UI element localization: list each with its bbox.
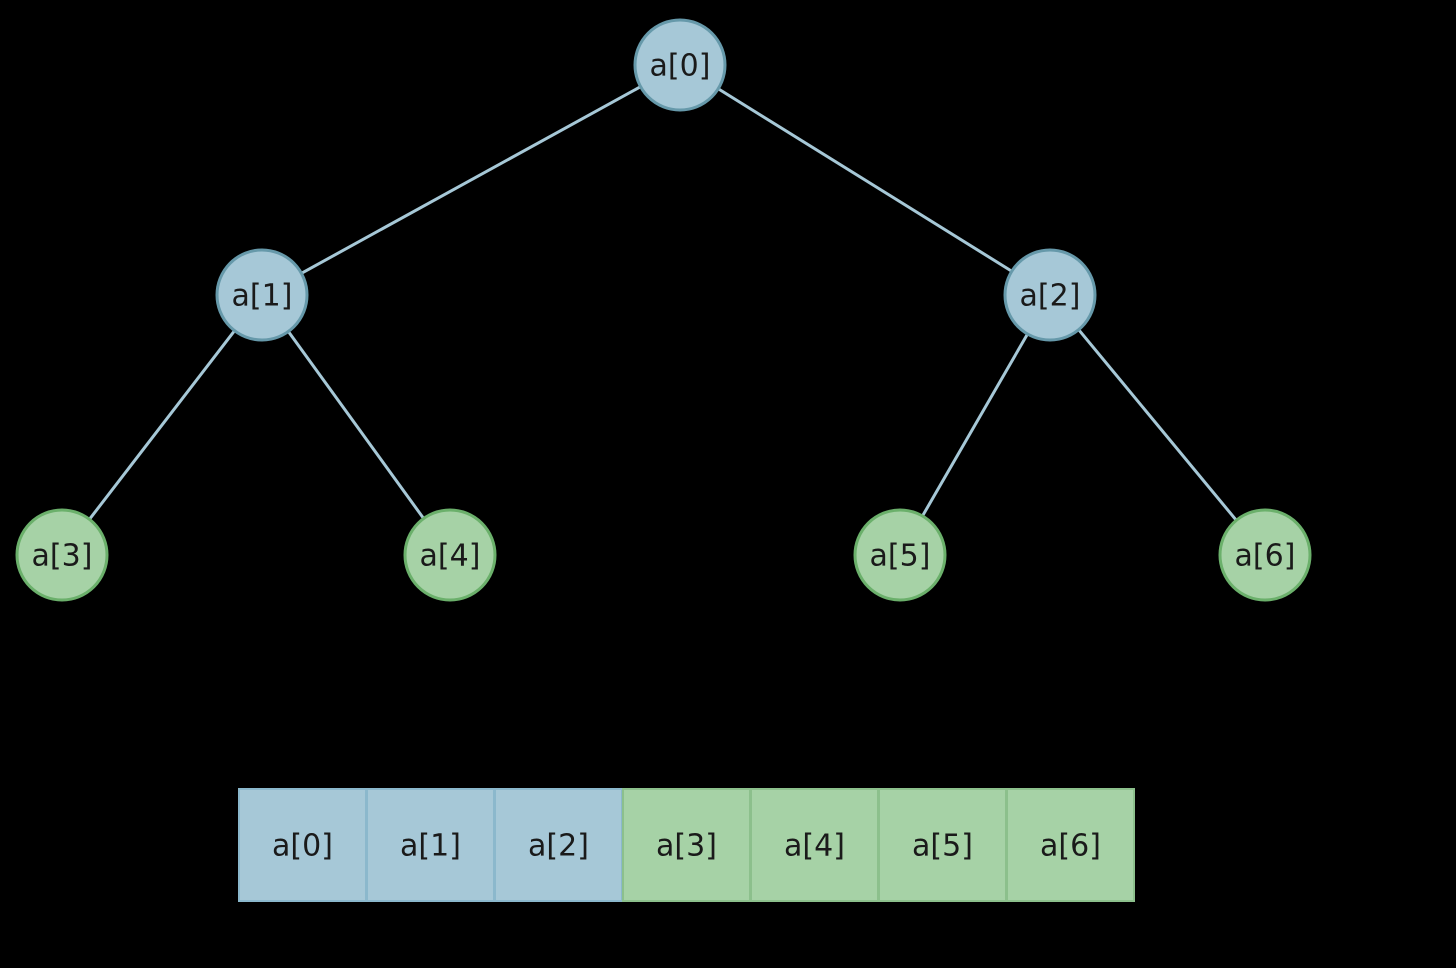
tree-node: a[4] <box>405 510 495 600</box>
tree-node-label: a[0] <box>650 49 711 84</box>
array-cell-label: a[5] <box>912 829 973 864</box>
array-row: a[0] a[1] a[2] a[3] a[4] a[5] a[6] <box>238 788 1135 902</box>
array-cell-label: a[6] <box>1040 829 1101 864</box>
tree-node: a[5] <box>855 510 945 600</box>
tree-node-label: a[1] <box>232 279 293 314</box>
tree-node: a[6] <box>1220 510 1310 600</box>
array-cell: a[3] <box>624 790 749 900</box>
tree-node: a[3] <box>17 510 107 600</box>
array-cell: a[6] <box>1008 790 1133 900</box>
tree-edge <box>1079 330 1237 521</box>
array-cell: a[0] <box>240 790 365 900</box>
array-cell: a[2] <box>496 790 621 900</box>
tree-node-label: a[6] <box>1235 539 1296 574</box>
tree-node-label: a[3] <box>32 539 93 574</box>
array-cell-label: a[2] <box>528 829 589 864</box>
array-cell: a[5] <box>880 790 1005 900</box>
array-cell-label: a[1] <box>400 829 461 864</box>
tree-node-label: a[4] <box>420 539 481 574</box>
tree-edge <box>89 331 234 520</box>
tree-edge <box>301 87 640 274</box>
tree-node: a[1] <box>217 250 307 340</box>
tree-edge <box>288 331 423 518</box>
array-cell: a[4] <box>752 790 877 900</box>
tree-nodes: a[0] a[1] a[2] a[3] a[4] a[5] a[6] <box>17 20 1310 600</box>
array-cell: a[1] <box>368 790 493 900</box>
tree-node-label: a[5] <box>870 539 931 574</box>
tree-node: a[2] <box>1005 250 1095 340</box>
array-cell-label: a[3] <box>656 829 717 864</box>
heap-diagram: a[0] a[1] a[2] a[3] a[4] a[5] a[6] a[0] a[1] a[2]… <box>0 0 1456 968</box>
tree-node: a[0] <box>635 20 725 110</box>
array-cell-label: a[4] <box>784 829 845 864</box>
tree-edge <box>922 334 1027 516</box>
tree-node-label: a[2] <box>1020 279 1081 314</box>
tree-edge <box>718 89 1012 271</box>
array-cell-label: a[0] <box>272 829 333 864</box>
